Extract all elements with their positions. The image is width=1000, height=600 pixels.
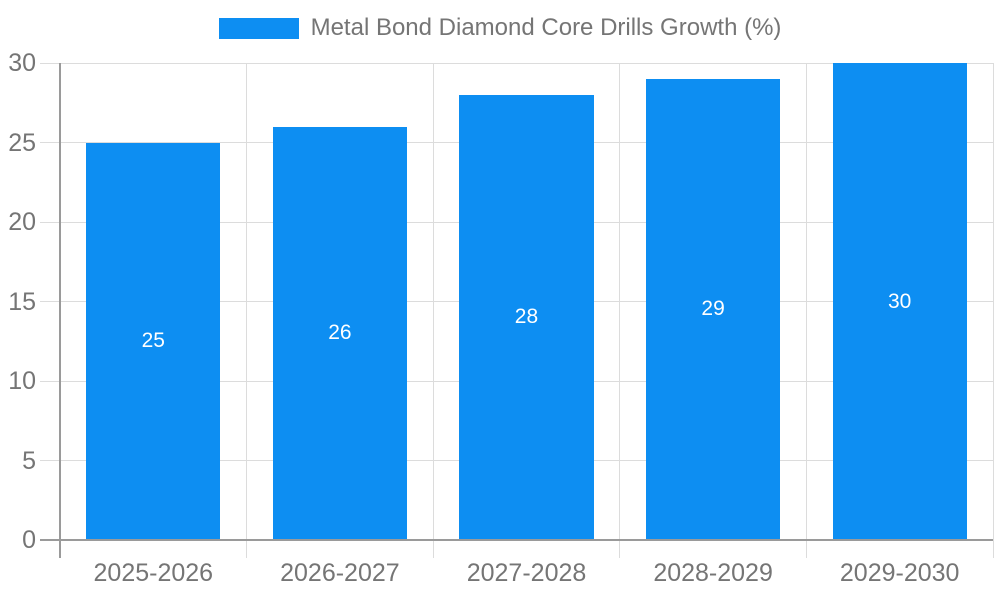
y-tick-label: 15 (8, 287, 36, 316)
x-tick-label: 2026-2027 (280, 559, 400, 587)
bar (832, 63, 967, 540)
bar (272, 126, 408, 540)
bar (459, 94, 594, 540)
y-tick-label: 30 (8, 49, 36, 77)
y-axis-line (59, 63, 61, 558)
v-gridline (432, 63, 434, 558)
legend[interactable]: Metal Bond Diamond Core Drills Growth (%… (0, 14, 1000, 42)
y-tick-label: 25 (8, 128, 36, 157)
bar (86, 142, 221, 540)
x-tick-label: 2028-2029 (653, 559, 773, 587)
bar-value-label: 26 (328, 321, 352, 345)
v-gridline (619, 63, 621, 558)
v-gridline (992, 63, 994, 558)
bar-value-label: 28 (514, 305, 539, 329)
x-axis-line (40, 539, 993, 541)
v-gridline (805, 63, 807, 558)
y-tick-label: 5 (22, 446, 36, 475)
x-tick-label: 2025-2026 (93, 559, 214, 587)
bar-value-label: 25 (141, 329, 165, 353)
x-tick-label: 2027-2028 (466, 559, 587, 587)
v-gridline (246, 63, 248, 558)
legend-swatch-icon (218, 17, 299, 39)
x-tick-label: 2029-2030 (839, 559, 960, 587)
h-gridline (40, 62, 993, 64)
y-tick-label: 20 (8, 208, 36, 236)
bar-value-label: 30 (888, 289, 912, 313)
y-tick-label: 10 (8, 367, 36, 395)
bar (645, 78, 781, 540)
bar-value-label: 29 (701, 297, 725, 321)
y-tick-label: 0 (22, 526, 36, 554)
legend-label: Metal Bond Diamond Core Drills Growth (%… (310, 14, 782, 41)
